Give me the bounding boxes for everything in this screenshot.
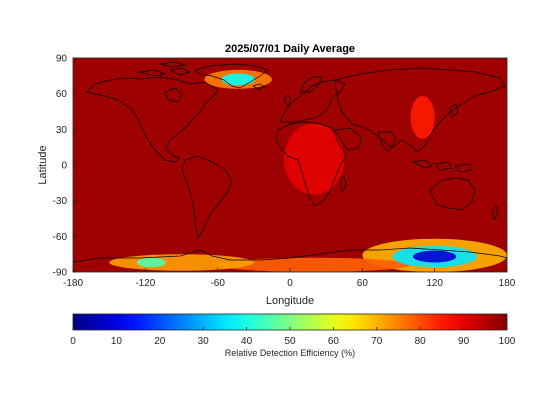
y-tick-label: 60: [56, 89, 68, 100]
y-tick-label: -90: [53, 268, 68, 279]
colorbar-label: Relative Detection Efficiency (%): [225, 348, 355, 358]
heatmap-feature: [283, 123, 345, 195]
heatmap-feature: [410, 96, 435, 139]
coastline-arctic-islands: [139, 61, 191, 77]
colorbar-tick-label: 70: [371, 336, 383, 347]
coastline-madagascar: [339, 175, 347, 193]
coastline-arabia: [334, 127, 363, 151]
coastline-new-zealand: [491, 205, 499, 221]
coastline-greenland: [194, 63, 269, 89]
colorbar-tick-label: 100: [499, 336, 516, 347]
coastline-india: [377, 131, 397, 153]
heatmap-feature: [136, 257, 166, 268]
colorbar-tick-label: 50: [284, 336, 296, 347]
coastline-africa: [275, 121, 347, 207]
coastline-north-america: [86, 76, 219, 163]
x-tick-label: -60: [210, 278, 225, 289]
y-tick-label: 0: [61, 161, 67, 172]
coastline-europe: [279, 79, 346, 123]
coastline-antarctica: [73, 247, 507, 263]
x-axis-label: Longitude: [266, 295, 314, 307]
y-tick-label: 30: [56, 125, 68, 136]
colorbar-tick-label: 30: [198, 336, 210, 347]
colorbar-tick-label: 20: [154, 336, 166, 347]
colorbar-tick-label: 0: [70, 336, 76, 347]
x-tick-label: 0: [287, 278, 293, 289]
coastline-japan: [449, 103, 459, 119]
y-tick-label: -60: [53, 232, 68, 243]
heatmap-feature: [109, 254, 254, 271]
heatmap-features: [109, 69, 507, 272]
colorbar-tick-label: 10: [111, 336, 123, 347]
y-tick-label: 90: [56, 54, 68, 65]
x-tick-label: 120: [426, 278, 443, 289]
colorbar-tick-label: 40: [241, 336, 253, 347]
y-tick-label: -30: [53, 196, 68, 207]
x-tick-label: 180: [499, 278, 516, 289]
chart-title: 2025/07/01 Daily Average: [225, 43, 355, 55]
y-axis-ticks: 90 60 30 0 -30 -60 -90: [53, 54, 77, 279]
coastline-south-america: [181, 155, 233, 239]
coastline-iceland: [252, 83, 266, 90]
coastline-hudson-bay: [164, 87, 183, 103]
coastline-indonesia: [412, 159, 473, 173]
map-area: [73, 58, 507, 272]
x-tick-label: 60: [357, 278, 369, 289]
x-tick-label: -180: [63, 278, 83, 289]
coastlines: [73, 61, 507, 263]
heatmap-feature: [412, 250, 457, 263]
coastline-britain: [283, 94, 292, 107]
x-tick-label: -120: [135, 278, 155, 289]
heatmap-feature: [221, 73, 256, 86]
coastline-scandinavia: [299, 75, 323, 93]
colorbar-tick-label: 80: [415, 336, 427, 347]
y-axis-label: Latitude: [37, 145, 49, 184]
colorbar-tick-label: 90: [458, 336, 470, 347]
colorbar-tick-label: 60: [328, 336, 340, 347]
coastline-asia: [334, 67, 506, 153]
x-axis-ticks: -180 -120 -60 0 60 120 180: [63, 268, 516, 289]
coastline-australia: [429, 177, 476, 211]
colorbar-ticks: 0 10 20 30 40 50 60 70 80 90 100: [70, 327, 516, 347]
